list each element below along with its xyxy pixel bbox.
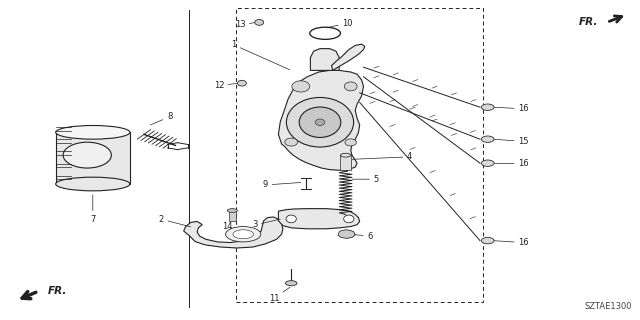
Text: FR.: FR.	[579, 17, 598, 28]
Text: 11: 11	[269, 287, 290, 303]
Ellipse shape	[315, 119, 325, 125]
Bar	[229, 211, 236, 221]
Ellipse shape	[345, 139, 356, 146]
Text: 13: 13	[235, 20, 255, 29]
Text: 7: 7	[90, 195, 95, 224]
Ellipse shape	[287, 98, 354, 147]
Polygon shape	[332, 44, 365, 70]
Text: 16: 16	[494, 159, 529, 168]
Ellipse shape	[237, 80, 246, 86]
Ellipse shape	[226, 227, 261, 242]
Text: 5: 5	[352, 175, 379, 184]
Text: 3: 3	[252, 219, 280, 229]
Text: 4: 4	[352, 152, 412, 161]
Bar	[340, 155, 351, 170]
Text: 9: 9	[263, 180, 301, 189]
Ellipse shape	[340, 153, 351, 157]
Bar	[56, 132, 130, 184]
Ellipse shape	[344, 215, 354, 223]
Text: 15: 15	[494, 137, 529, 146]
Polygon shape	[310, 49, 339, 70]
Ellipse shape	[292, 81, 310, 92]
Polygon shape	[278, 70, 364, 170]
Polygon shape	[338, 230, 355, 238]
Ellipse shape	[481, 136, 494, 142]
Ellipse shape	[56, 177, 130, 191]
Text: 1: 1	[231, 40, 290, 70]
Ellipse shape	[286, 215, 296, 223]
Ellipse shape	[255, 20, 264, 25]
Text: 6: 6	[352, 232, 372, 241]
Ellipse shape	[227, 209, 237, 212]
Ellipse shape	[285, 281, 297, 286]
Ellipse shape	[481, 237, 494, 244]
Polygon shape	[278, 209, 360, 229]
Text: 10: 10	[326, 19, 353, 28]
Ellipse shape	[481, 160, 494, 166]
Polygon shape	[184, 217, 283, 248]
Text: 2: 2	[159, 215, 191, 227]
Text: 16: 16	[494, 104, 529, 113]
Ellipse shape	[300, 107, 341, 138]
Ellipse shape	[285, 138, 298, 146]
Text: 12: 12	[214, 81, 237, 90]
Text: 8: 8	[150, 112, 172, 125]
Text: SZTAE1300: SZTAE1300	[585, 302, 632, 311]
Bar	[236, 8, 483, 302]
Ellipse shape	[344, 82, 357, 91]
Text: FR.: FR.	[48, 285, 67, 296]
Ellipse shape	[63, 142, 111, 168]
Text: 16: 16	[494, 238, 529, 247]
Ellipse shape	[481, 104, 494, 110]
Ellipse shape	[56, 125, 130, 139]
Ellipse shape	[233, 230, 253, 239]
Text: 14: 14	[222, 219, 232, 231]
